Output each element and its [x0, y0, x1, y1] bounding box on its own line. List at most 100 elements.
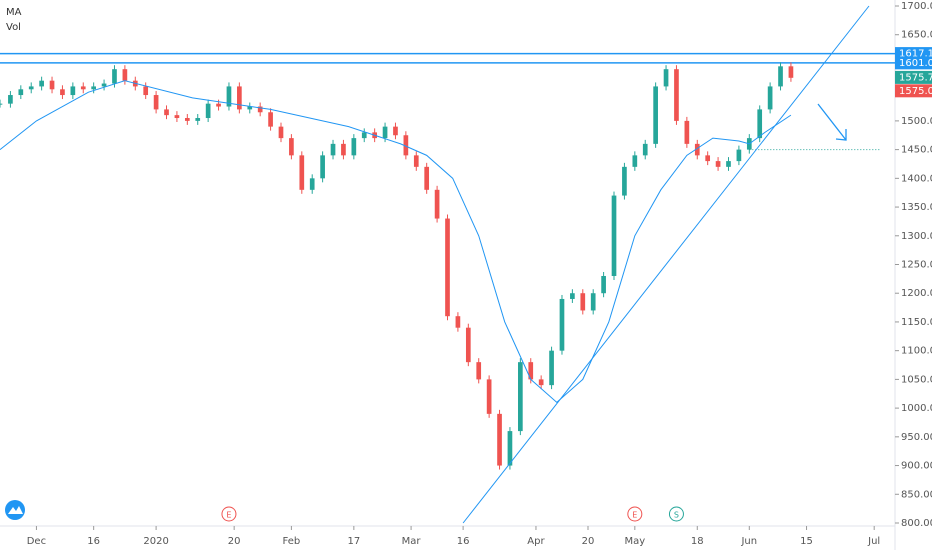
price-tag: [895, 84, 932, 98]
y-tick-label: 1100.00: [901, 346, 932, 357]
candle: [205, 103, 211, 119]
candle: [351, 138, 357, 156]
x-tick-label: Mar: [402, 536, 422, 547]
candle: [39, 80, 44, 87]
y-tick-label: 950.00: [901, 432, 932, 443]
candle: [143, 86, 149, 96]
candle: [642, 143, 648, 156]
candle: [455, 316, 461, 328]
price-tag: [895, 70, 932, 84]
candle: [80, 86, 86, 90]
candle: [611, 195, 617, 276]
candle: [393, 126, 398, 136]
candle: [195, 118, 201, 121]
candle: [70, 86, 76, 96]
candle: [663, 69, 669, 87]
candle: [361, 132, 367, 139]
candle: [247, 106, 253, 110]
indicator-label: MA: [6, 7, 22, 18]
y-tick-label: 1000.00: [901, 403, 932, 414]
x-tick-label: 20: [228, 536, 241, 547]
candle: [726, 161, 731, 167]
y-tick-label: 1050.00: [901, 374, 932, 385]
price-tag-label: 1575.70: [899, 72, 932, 83]
y-tick-label: 1200.00: [901, 288, 932, 299]
candle: [18, 89, 24, 96]
candle: [413, 155, 419, 167]
candle: [403, 135, 409, 156]
candle: [476, 362, 482, 380]
y-tick-label: 1300.00: [901, 231, 932, 242]
candle: [216, 103, 221, 107]
x-tick-label: 16: [87, 536, 100, 547]
candle: [778, 66, 783, 87]
y-tick-label: 1650.00: [901, 30, 932, 41]
y-tick-label: 1250.00: [901, 260, 932, 271]
candle: [49, 80, 55, 90]
candle: [465, 327, 471, 363]
y-tick-label: 1350.00: [901, 202, 932, 213]
candle: [237, 86, 242, 110]
candle: [518, 362, 523, 432]
price-tag-label: 1575.00: [899, 86, 932, 97]
candle: [122, 69, 128, 81]
event-marker: [221, 506, 237, 522]
candle: [590, 293, 596, 311]
candle: [559, 298, 565, 351]
event-marker: [627, 506, 643, 522]
candle: [445, 218, 450, 317]
event-marker: [668, 506, 684, 522]
candle: [632, 155, 638, 167]
x-tick-label: 16: [457, 536, 470, 547]
candle: [330, 143, 336, 156]
x-tick-label: 18: [691, 536, 704, 547]
trend-line: [462, 5, 870, 524]
moving-average: [0, 80, 792, 404]
candle: [320, 155, 325, 179]
candle: [268, 112, 273, 127]
x-tick-label: Apr: [527, 536, 545, 547]
candle: [674, 69, 679, 121]
candle: [434, 189, 440, 219]
candle: [684, 120, 690, 144]
forecast-arrow: [817, 103, 847, 141]
y-tick-label: 1450.00: [901, 145, 932, 156]
event-label: S: [674, 511, 679, 520]
candle: [538, 379, 544, 386]
price-line-label: 1617.15: [899, 49, 932, 60]
price-line-tag: [895, 56, 932, 70]
candle: [257, 106, 263, 113]
y-tick-label: 1500.00: [901, 116, 932, 127]
candle: [382, 126, 388, 139]
y-tick-label: 900.00: [901, 461, 932, 472]
x-tick-label: Jun: [740, 536, 757, 547]
x-tick-label: 17: [347, 536, 360, 547]
candle: [528, 362, 534, 380]
candle: [28, 86, 34, 90]
candle: [299, 155, 305, 190]
candle: [549, 350, 554, 386]
logo: [5, 500, 25, 520]
y-tick-label: 800.00: [901, 518, 932, 529]
x-tick-label: 2020: [143, 536, 168, 547]
candle: [767, 86, 773, 110]
candle: [153, 95, 159, 110]
candle: [788, 66, 794, 78]
candle: [757, 109, 763, 139]
candle: [424, 166, 430, 190]
x-tick-label: May: [624, 536, 645, 547]
candle: [622, 166, 627, 196]
candle: [101, 83, 107, 87]
y-tick-label: 850.00: [901, 489, 932, 500]
indicator-label: Vol: [6, 22, 21, 33]
candle: [486, 379, 492, 414]
x-tick-label: Dec: [27, 536, 46, 547]
candle: [497, 413, 502, 466]
event-label: E: [226, 511, 231, 520]
candle: [601, 275, 606, 294]
x-tick-label: Feb: [283, 536, 301, 547]
candle: [91, 86, 97, 90]
candle: [507, 431, 513, 466]
candle: [341, 143, 346, 156]
